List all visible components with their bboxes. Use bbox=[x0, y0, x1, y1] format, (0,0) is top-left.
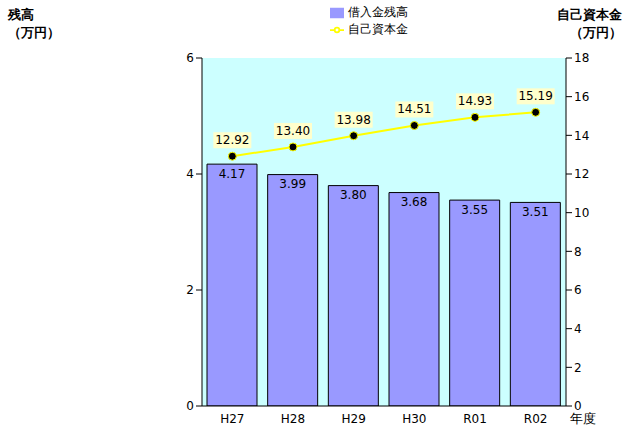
svg-text:12: 12 bbox=[574, 167, 589, 181]
svg-text:4.17: 4.17 bbox=[219, 167, 246, 181]
svg-text:3.80: 3.80 bbox=[340, 188, 367, 202]
svg-text:0: 0 bbox=[574, 399, 582, 413]
svg-text:6: 6 bbox=[186, 51, 194, 65]
svg-text:3.55: 3.55 bbox=[461, 203, 488, 217]
svg-text:R02: R02 bbox=[524, 412, 548, 426]
html-text:年度: 年度 bbox=[570, 411, 596, 426]
svg-text:14: 14 bbox=[574, 129, 589, 143]
svg-text:3.99: 3.99 bbox=[279, 177, 306, 191]
html-text:自己資本金: 自己資本金 bbox=[557, 7, 622, 22]
svg-text:8: 8 bbox=[574, 245, 582, 259]
svg-text:6: 6 bbox=[574, 283, 582, 297]
svg-text:H29: H29 bbox=[342, 412, 366, 426]
svg-text:10: 10 bbox=[574, 206, 589, 220]
svg-text:13.40: 13.40 bbox=[276, 124, 310, 138]
html-text:残高: 残高 bbox=[8, 7, 34, 22]
svg-text:3.51: 3.51 bbox=[522, 205, 549, 219]
svg-text:18: 18 bbox=[574, 51, 589, 65]
html-text:自己資本金: 自己資本金 bbox=[348, 22, 408, 36]
svg-text:0: 0 bbox=[186, 399, 194, 413]
svg-text:3.68: 3.68 bbox=[401, 195, 428, 209]
svg-text:14.93: 14.93 bbox=[458, 94, 492, 108]
svg-text:14.51: 14.51 bbox=[397, 102, 431, 116]
svg-text:4: 4 bbox=[186, 167, 194, 181]
svg-text:2: 2 bbox=[574, 361, 582, 375]
svg-text:13.98: 13.98 bbox=[336, 113, 370, 127]
svg-text:R01: R01 bbox=[463, 412, 487, 426]
html-text:借入金残高: 借入金残高 bbox=[348, 5, 408, 19]
svg-text:15.19: 15.19 bbox=[518, 89, 552, 103]
svg-text:4: 4 bbox=[574, 322, 582, 336]
svg-text:2: 2 bbox=[186, 283, 194, 297]
svg-text:H28: H28 bbox=[281, 412, 305, 426]
html-text:（万円）: （万円） bbox=[8, 25, 60, 40]
svg-text:12.92: 12.92 bbox=[215, 133, 249, 147]
svg-text:16: 16 bbox=[574, 90, 589, 104]
svg-text:H27: H27 bbox=[220, 412, 244, 426]
svg-text:H30: H30 bbox=[402, 412, 426, 426]
html-text:（万円）: （万円） bbox=[570, 25, 622, 40]
